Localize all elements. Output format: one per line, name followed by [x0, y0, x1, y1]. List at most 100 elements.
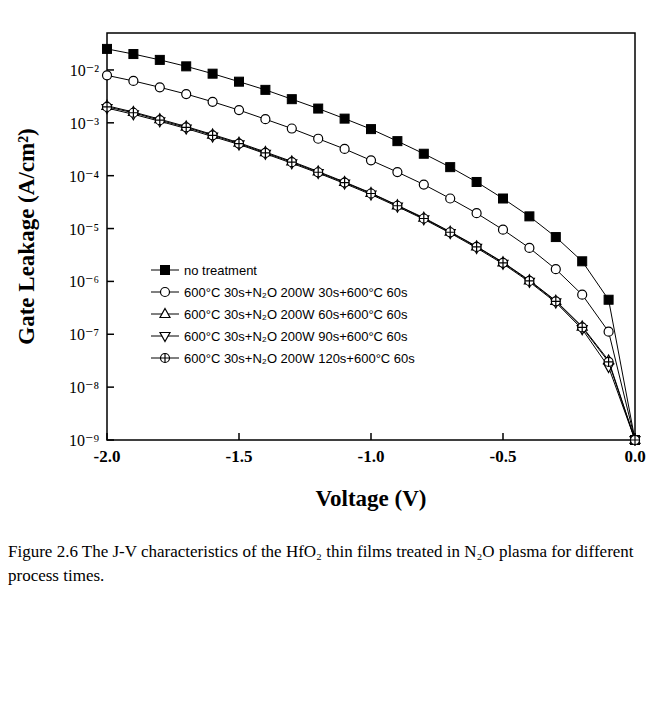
data-point [604, 295, 613, 304]
data-point [393, 168, 402, 177]
data-point [551, 233, 560, 242]
series-line [107, 75, 635, 440]
data-point [287, 95, 296, 104]
data-point [340, 144, 349, 153]
page: -2.0 -1.5 -1.0 -0.5 0.0 10⁻⁹ 10⁻⁸ 10⁻⁷ 10⁻⁶ 10⁻⁵ 1… [0, 0, 669, 707]
y-tick-label: 10⁻⁴ [69, 168, 99, 185]
series-line [107, 108, 635, 440]
data-point [182, 90, 191, 99]
data-point [314, 104, 323, 113]
data-point [446, 163, 455, 172]
data-point [604, 357, 613, 366]
data-point [472, 242, 481, 251]
y-axis-title: Gate Leakage (A/cm²) [14, 128, 39, 344]
data-point [578, 323, 587, 332]
y-tick-label: 10⁻⁷ [69, 326, 99, 343]
data-point [208, 97, 217, 106]
data-point [419, 180, 428, 189]
x-tick [370, 433, 372, 440]
data-point [129, 108, 138, 117]
x-tick [502, 433, 504, 440]
legend-marker [160, 309, 170, 318]
data-point [208, 69, 217, 78]
chart: -2.0 -1.5 -1.0 -0.5 0.0 10⁻⁹ 10⁻⁸ 10⁻⁷ 10⁻⁶ 10⁻⁵ 1… [0, 0, 669, 707]
y-tick [107, 228, 114, 230]
data-point [630, 437, 640, 446]
data-point [631, 436, 640, 445]
data-point [393, 137, 402, 146]
data-point [261, 148, 270, 157]
data-point [287, 158, 296, 167]
data-point [551, 297, 560, 306]
data-point [631, 436, 640, 445]
legend-label: 600°C 30s+N₂O 200W 60s+600°C 60s [184, 307, 408, 322]
x-tick [238, 433, 240, 440]
y-tick-label: 10⁻⁸ [69, 379, 99, 396]
data-point [182, 62, 191, 71]
data-point [103, 102, 112, 111]
data-point [261, 85, 270, 94]
y-tick-label: 10⁻⁶ [69, 273, 99, 290]
caption: Figure 2.6 The J-V characteristics of th… [8, 540, 658, 588]
legend-label: 600°C 30s+N₂O 200W 120s+600°C 60s [184, 351, 415, 366]
data-point [155, 55, 164, 64]
y-tick [107, 122, 114, 124]
data-point [499, 194, 508, 203]
data-point [129, 76, 138, 85]
data-point [287, 124, 296, 133]
data-point [261, 115, 270, 124]
legend-marker [161, 288, 170, 297]
data-point [367, 125, 376, 134]
legend-marker [161, 354, 170, 363]
data-point [182, 123, 191, 132]
data-point [314, 168, 323, 177]
data-point [446, 228, 455, 237]
data-point [340, 178, 349, 187]
data-point [446, 194, 455, 203]
series-line [107, 107, 635, 440]
data-point [129, 50, 138, 59]
x-tick-label: -1.5 [226, 447, 253, 466]
data-point [499, 225, 508, 234]
data-point [578, 257, 587, 266]
data-point [631, 436, 640, 445]
data-point [604, 327, 613, 336]
x-tick-label: 0.0 [624, 447, 645, 466]
y-tick [107, 175, 114, 177]
y-tick-label: 10⁻⁵ [69, 221, 99, 238]
plot-area [102, 44, 640, 445]
data-point [155, 83, 164, 92]
y-tick [107, 439, 114, 441]
data-point [551, 265, 560, 274]
data-point [103, 44, 112, 53]
y-tick [107, 386, 114, 388]
data-point [419, 214, 428, 223]
data-point [578, 290, 587, 299]
data-point [340, 114, 349, 123]
data-point [314, 134, 323, 143]
series-line [107, 106, 635, 440]
legend-marker [161, 266, 170, 275]
data-point [208, 131, 217, 140]
data-point [525, 212, 534, 221]
x-axis-title: Voltage (V) [316, 486, 427, 511]
data-point [525, 243, 534, 252]
plot-frame [107, 33, 635, 440]
y-tick [107, 334, 114, 336]
data-point [235, 77, 244, 86]
data-point [472, 177, 481, 186]
data-point [419, 149, 428, 158]
y-tick-label: 10⁻³ [70, 115, 99, 132]
data-point [472, 209, 481, 218]
data-point [393, 201, 402, 210]
y-tick-label: 10⁻⁹ [69, 432, 99, 449]
y-tick-label: 10⁻² [70, 62, 99, 79]
legend-label: no treatment [184, 263, 257, 278]
data-point [499, 258, 508, 267]
x-tick [106, 433, 108, 440]
y-tick [107, 281, 114, 283]
x-tick-label: -0.5 [490, 447, 517, 466]
x-tick-label: -2.0 [94, 447, 121, 466]
legend-marker [160, 333, 170, 342]
x-tick-label: -1.0 [358, 447, 385, 466]
